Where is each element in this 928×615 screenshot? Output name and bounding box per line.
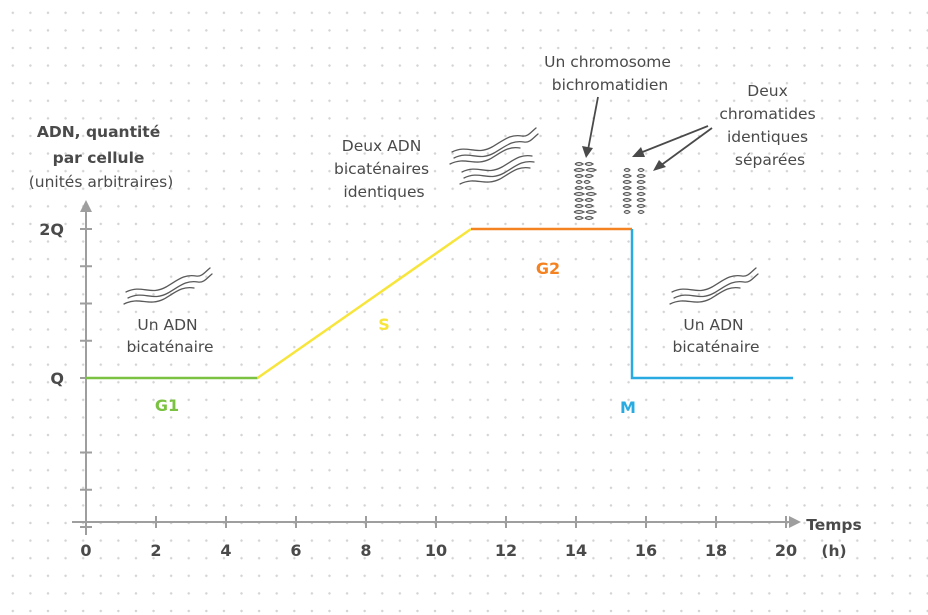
y-axis-title-line1: ADN, quantité (37, 123, 160, 141)
arrow-to-chromatid-2 (659, 127, 713, 167)
annotation-s-line1: Deux ADN (342, 137, 422, 155)
x-tick-label-10: 10 (425, 541, 447, 560)
annotation-chromatids-line2: chromatides (719, 105, 815, 123)
x-tick-label-0: 0 (80, 541, 91, 560)
series-line-s (256, 227, 472, 380)
x-axis-unit: (h) (821, 542, 846, 560)
annotation-s-line3: identiques (343, 183, 424, 201)
y-axis-title-line3: (unités arbitraires) (29, 173, 174, 191)
y-tick-label-2Q: 2Q (39, 220, 64, 239)
x-axis-title: Temps (806, 516, 862, 534)
series-layer (86, 227, 793, 380)
dna-double-strand-m-icon (669, 267, 759, 305)
annotation-m-line1: Un ADN (683, 316, 743, 334)
phase-label-s: S (378, 315, 390, 334)
x-tick-label-12: 12 (495, 541, 517, 560)
phase-label-g1: G1 (155, 396, 179, 415)
annotation-chromosome-line1: Un chromosome (544, 53, 671, 71)
arrow-to-chromosome-head (582, 146, 593, 158)
annotation-chromatids: Deux chromatides identiques séparées (719, 82, 820, 169)
annotation-s-line2: bicaténaires (334, 160, 429, 178)
annotation-chromosome-line2: bichromatidien (552, 76, 669, 94)
phase-label-m: M (620, 398, 636, 417)
arrow-to-chromatid-2-head (653, 160, 666, 171)
two-dna-molecules-icon (449, 127, 539, 185)
phase-label-g2: G2 (536, 259, 560, 278)
axes: 0 2 4 6 8 10 12 14 16 18 20 Q 2Q (39, 200, 801, 560)
arrow-to-chromatid-1-head (632, 147, 645, 157)
dna-double-strand-g1-icon (123, 267, 213, 305)
arrow-to-chromosome (587, 96, 599, 151)
annotation-chromosome: Un chromosome bichromatidien (544, 53, 676, 94)
annotation-chromatids-line3: identiques (727, 128, 808, 146)
arrow-to-chromatid-1 (639, 125, 709, 154)
y-tick-label-Q: Q (50, 369, 64, 388)
x-tick-label-16: 16 (635, 541, 657, 560)
x-tick-label-4: 4 (220, 541, 231, 560)
x-tick-label-6: 6 (290, 541, 301, 560)
y-ticks: Q 2Q (39, 220, 92, 528)
annotation-m-dna: Un ADN bicaténaire (673, 316, 760, 356)
x-tick-label-8: 8 (360, 541, 371, 560)
annotation-chromatids-line1: Deux (747, 82, 787, 100)
x-ticks: 0 2 4 6 8 10 12 14 16 18 20 (80, 516, 797, 560)
annotation-s-dna: Deux ADN bicaténaires identiques (334, 137, 434, 201)
annotation-g1-line2: bicaténaire (127, 338, 214, 356)
annotation-g1-line1: Un ADN (137, 316, 197, 334)
x-tick-label-2: 2 (150, 541, 161, 560)
y-axis-arrow (80, 200, 92, 212)
x-axis-arrow (789, 516, 801, 528)
separated-chromatids-icon (622, 167, 646, 215)
x-tick-label-18: 18 (705, 541, 727, 560)
y-axis-title: ADN, quantité par cellule (unités arbitr… (29, 123, 174, 191)
annotation-chromatids-line4: séparées (735, 151, 805, 169)
bichromatid-chromosome-icon (573, 161, 598, 221)
x-tick-label-20: 20 (775, 541, 797, 560)
annotation-m-line2: bicaténaire (673, 338, 760, 356)
x-tick-label-14: 14 (565, 541, 587, 560)
annotation-arrows (582, 96, 713, 171)
y-axis-title-line2: par cellule (53, 149, 145, 167)
annotation-g1-dna: Un ADN bicaténaire (127, 316, 214, 356)
series-line-m (630, 229, 793, 380)
